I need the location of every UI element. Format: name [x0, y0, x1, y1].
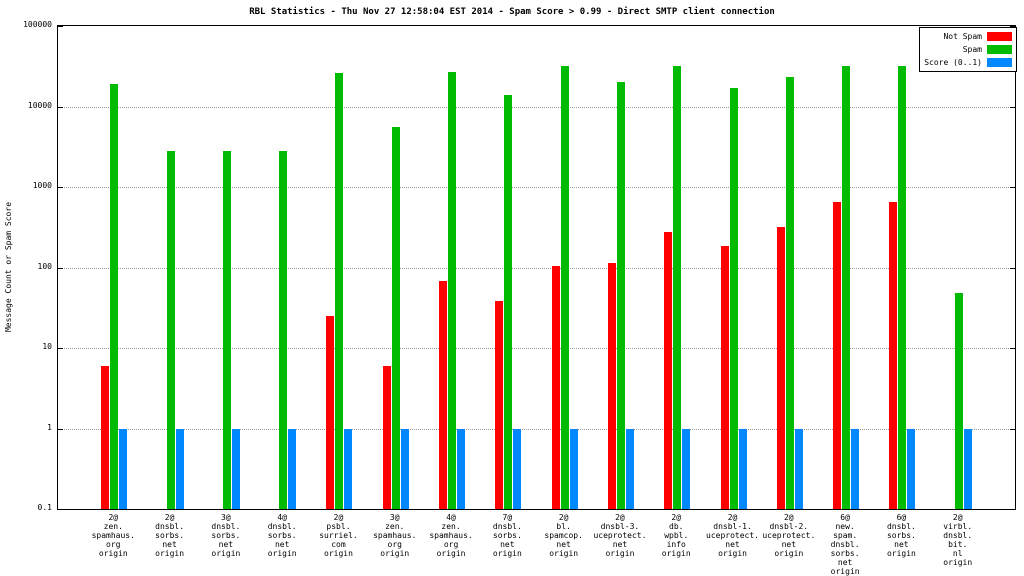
bar-score-0-1-: [625, 428, 634, 509]
bar-spam: [448, 71, 457, 509]
bar-spam: [842, 65, 851, 509]
bar-not-spam: [439, 280, 448, 509]
bar-spam: [560, 65, 569, 509]
bar-not-spam: [776, 226, 785, 509]
x-category-label: 6@ new. spam. dnsbl. sorbs. net origin: [830, 513, 860, 576]
x-category-label: 7@ dnsbl. sorbs. net origin: [492, 513, 522, 558]
bar-spam: [616, 82, 625, 509]
bar-score-0-1-: [344, 428, 353, 509]
bar-score-0-1-: [457, 428, 466, 509]
x-category-label: 4@ dnsbl. sorbs. net origin: [267, 513, 297, 558]
bar-spam: [954, 293, 963, 509]
bar-not-spam: [720, 246, 729, 509]
bar-spam: [729, 87, 738, 509]
bar-spam: [335, 73, 344, 509]
bar-score-0-1-: [119, 428, 128, 509]
y-tick-mark: [58, 348, 63, 349]
bar-not-spam: [664, 231, 673, 509]
legend-entry: Spam: [924, 43, 1012, 56]
x-category-label: 2@ dnsbl-1. uceprotect. net origin: [706, 513, 759, 558]
bar-not-spam: [101, 365, 110, 509]
bar-score-0-1-: [794, 428, 803, 509]
y-tick-mark: [58, 267, 63, 269]
y-tick-label: 10000: [27, 100, 52, 110]
x-category-label: 4@ zen. spamhaus. org origin: [429, 513, 473, 558]
bar-score-0-1-: [682, 428, 691, 509]
bar-not-spam: [889, 202, 898, 509]
bar-score-0-1-: [513, 428, 522, 509]
legend-entry: Score (0..1): [924, 56, 1012, 69]
y-tick-mark: [58, 428, 63, 430]
y-tick-mark: [58, 26, 63, 27]
bar-score-0-1-: [907, 428, 916, 509]
x-category-label: 2@ dnsbl-3. uceprotect. net origin: [593, 513, 647, 558]
bar-not-spam: [607, 262, 616, 509]
x-category-label: 2@ dnsbl. sorbs. net origin: [155, 513, 185, 558]
y-tick-mark: [1010, 428, 1015, 430]
bar-score-0-1-: [231, 428, 240, 509]
x-category-label: 2@ dnsbl-2. uceprotect. net origin: [762, 513, 816, 558]
gridline: [58, 267, 1015, 269]
legend-swatch: [987, 58, 1012, 67]
y-tick-mark: [58, 187, 63, 188]
gridline: [58, 187, 1015, 188]
y-tick-label: 100000: [23, 20, 52, 29]
bar-spam: [222, 151, 231, 509]
gridline: [58, 428, 1015, 430]
y-tick-mark: [58, 106, 63, 108]
y-tick-label: 10: [42, 342, 52, 351]
bar-score-0-1-: [569, 428, 578, 509]
y-tick-mark: [1010, 267, 1015, 269]
bar-spam: [279, 151, 288, 509]
gridline: [58, 348, 1015, 349]
bar-score-0-1-: [288, 428, 297, 509]
legend-label: Spam: [962, 45, 982, 54]
y-tick-label: 100: [37, 261, 52, 271]
bar-score-0-1-: [400, 428, 409, 509]
chart-title: RBL Statistics - Thu Nov 27 12:58:04 EST…: [249, 7, 775, 17]
legend-swatch: [987, 45, 1012, 54]
x-category-label: 2@ zen. spamhaus. org origin: [91, 513, 135, 558]
bar-not-spam: [551, 265, 560, 509]
y-tick-label: 1: [47, 422, 52, 432]
y-tick-label: 1000: [32, 181, 52, 190]
bar-spam: [504, 94, 513, 509]
legend-label: Score (0..1): [924, 58, 982, 67]
bar-not-spam: [382, 365, 391, 509]
legend-entry: Not Spam: [924, 30, 1012, 43]
y-tick-label: 0.1: [37, 503, 52, 512]
x-category-label: 2@ virbl. dnsbl. bit. nl origin: [943, 513, 973, 567]
legend-swatch: [987, 32, 1012, 41]
bar-score-0-1-: [738, 428, 747, 509]
bar-spam: [110, 84, 119, 509]
y-tick-mark: [1010, 187, 1015, 188]
bar-spam: [391, 127, 400, 509]
bar-not-spam: [833, 202, 842, 509]
x-category-label: 2@ psbl. surriel. com origin: [319, 513, 358, 558]
bar-not-spam: [495, 301, 504, 509]
legend: Not Spam Spam Score (0..1): [919, 27, 1017, 72]
bar-spam: [898, 65, 907, 509]
bar-spam: [785, 77, 794, 509]
y-tick-mark: [1010, 26, 1015, 27]
bar-not-spam: [326, 315, 335, 509]
bar-score-0-1-: [175, 428, 184, 509]
x-category-label: 3@ dnsbl. sorbs. net origin: [211, 513, 241, 558]
y-tick-mark: [1010, 348, 1015, 349]
x-category-label: 3@ zen. spamhaus. org origin: [373, 513, 417, 558]
legend-label: Not Spam: [943, 32, 982, 41]
y-tick-mark: [1010, 106, 1015, 108]
x-category-label: 6@ dnsbl. sorbs. net origin: [886, 513, 916, 558]
bar-spam: [166, 151, 175, 509]
x-category-label: 2@ bl. spamcop. net origin: [544, 513, 583, 558]
y-tick-mark: [58, 509, 63, 510]
bar-score-0-1-: [851, 428, 860, 509]
bar-spam: [673, 65, 682, 509]
gridline: [58, 106, 1015, 108]
x-category-label: 2@ db. wpbl. info origin: [661, 513, 691, 558]
y-tick-mark: [1010, 509, 1015, 510]
plot-area: [57, 25, 1016, 510]
bar-score-0-1-: [963, 428, 972, 509]
